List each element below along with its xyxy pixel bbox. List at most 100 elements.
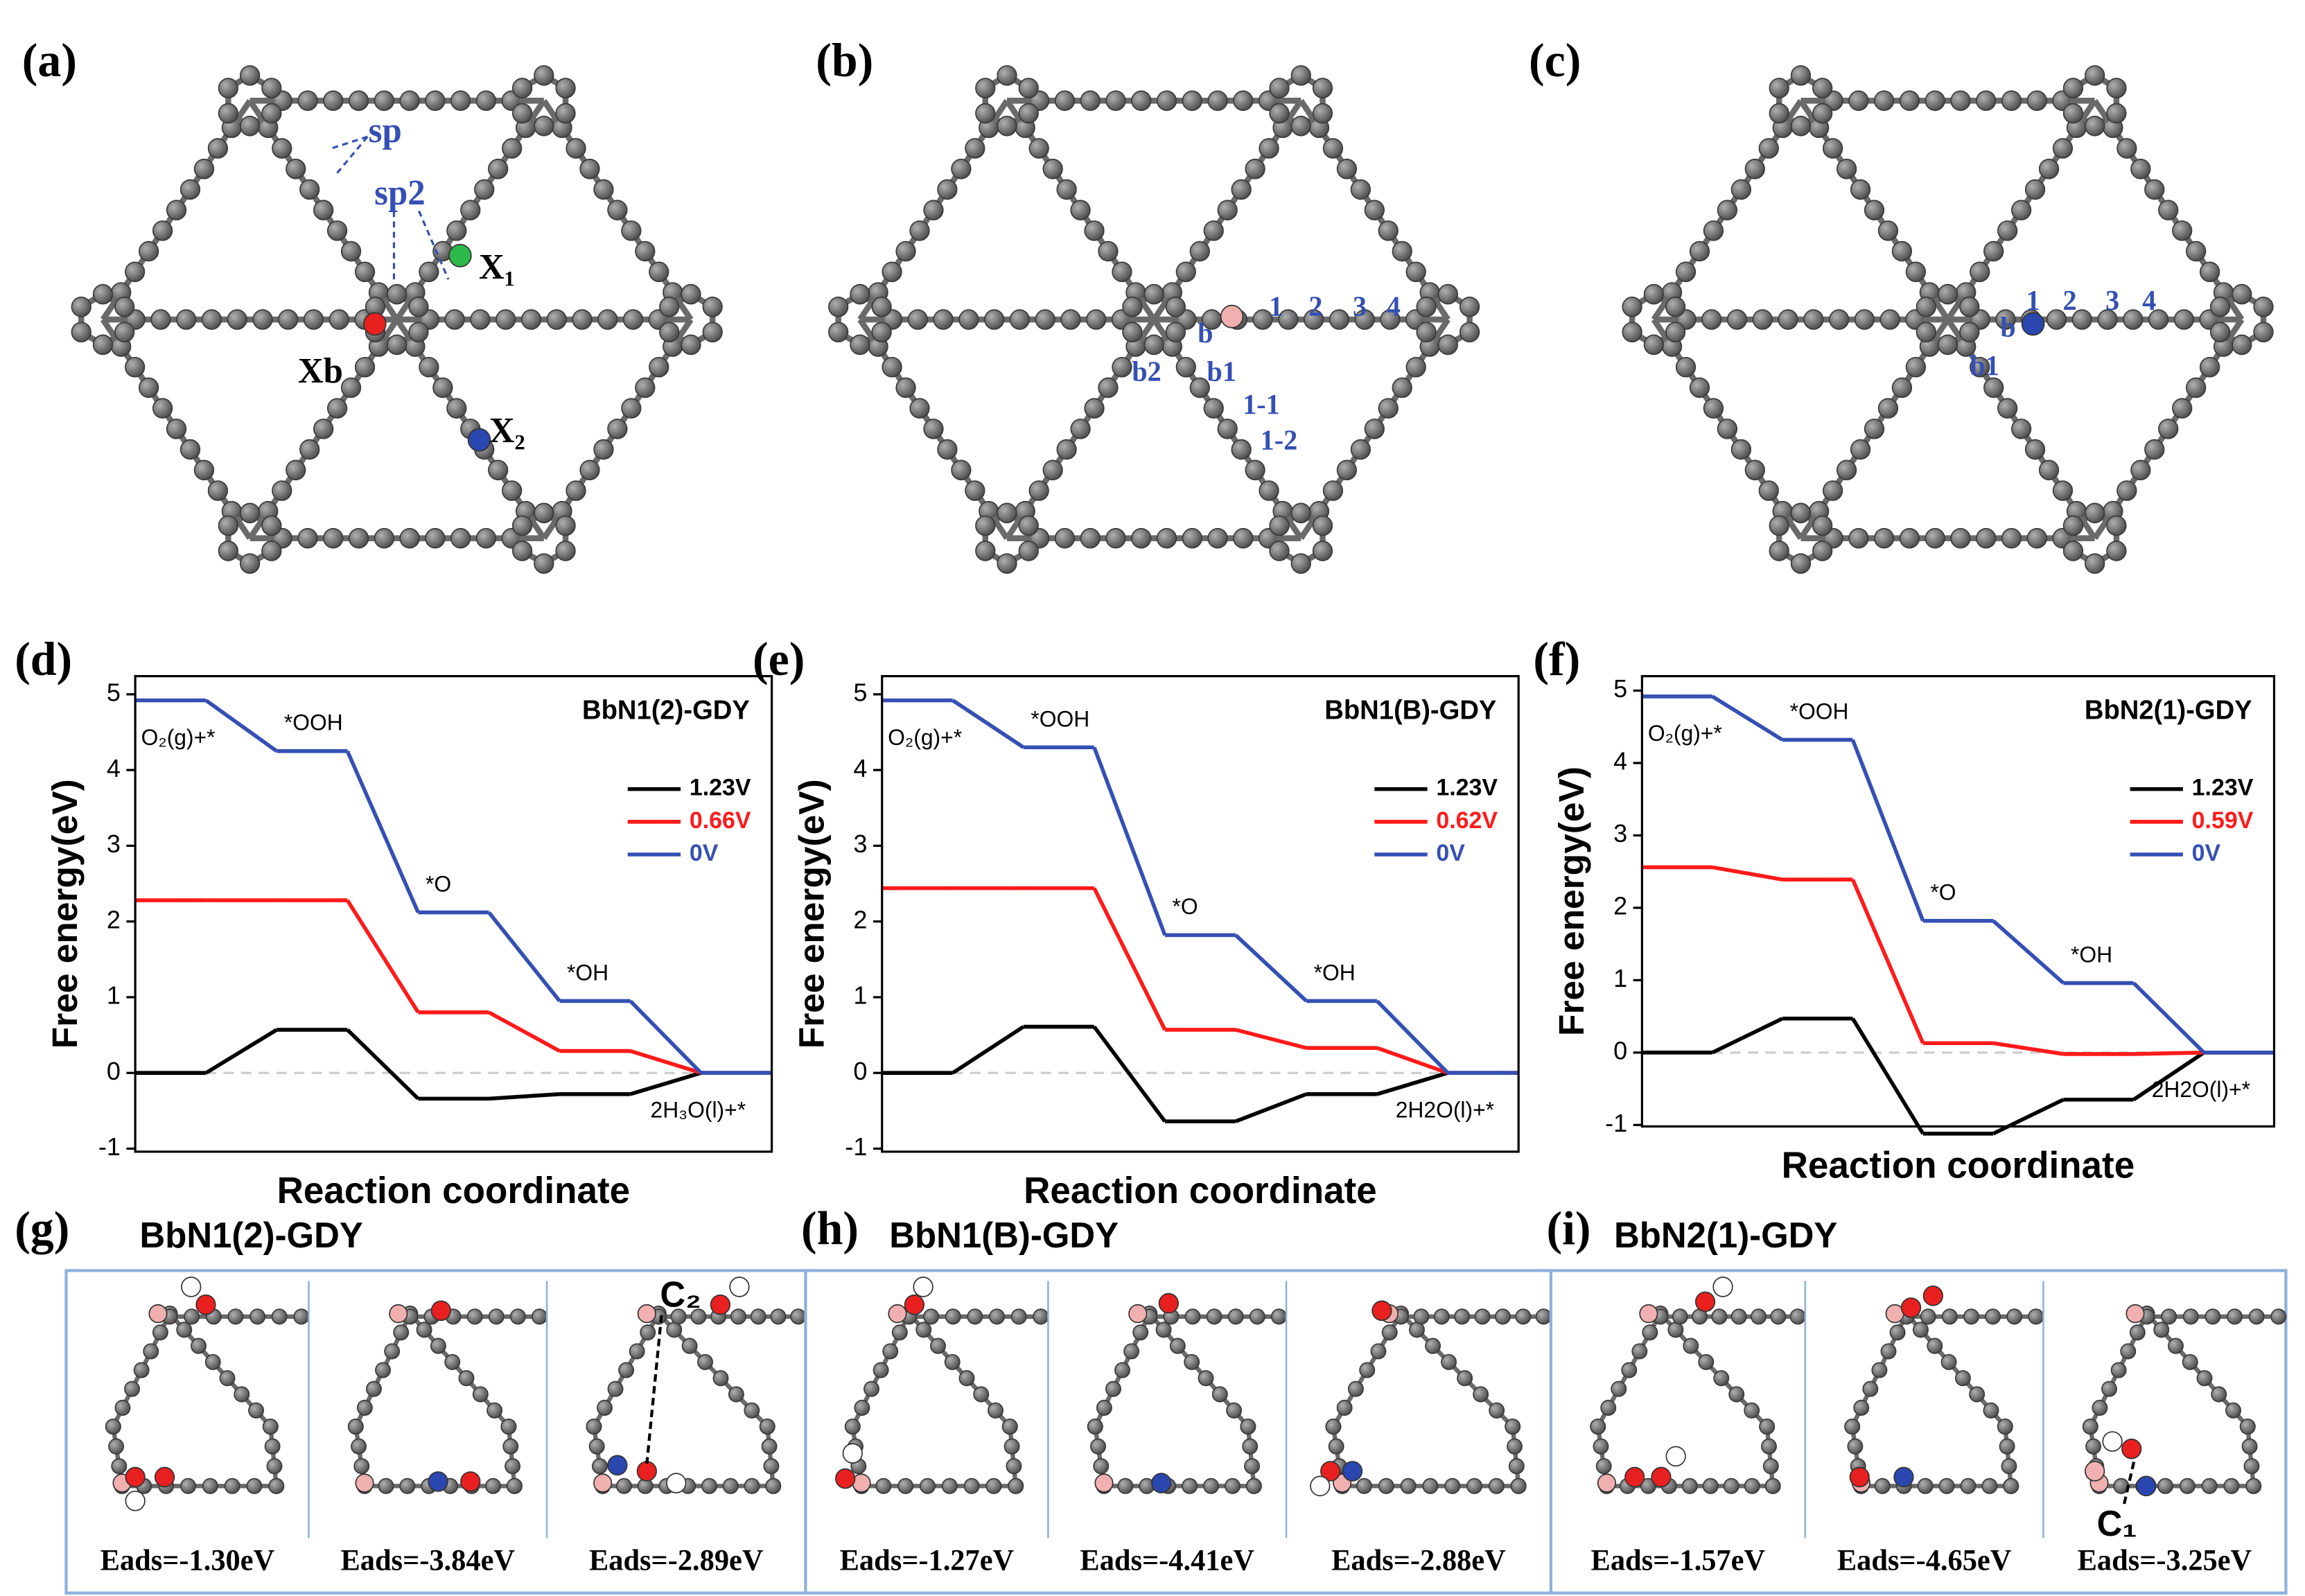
connector xyxy=(204,699,278,753)
atom xyxy=(607,1455,628,1476)
connector xyxy=(345,750,420,913)
atom xyxy=(930,1338,946,1354)
atom xyxy=(1303,309,1324,330)
atom xyxy=(1042,158,1063,179)
atom xyxy=(179,439,201,460)
atom xyxy=(2062,515,2084,536)
atom xyxy=(1009,309,1031,330)
atom xyxy=(534,553,554,574)
atom xyxy=(520,309,542,330)
chart-title: BbN2(1)-GDY xyxy=(2085,695,2252,725)
atom xyxy=(1018,541,1039,561)
atom xyxy=(500,1418,517,1435)
atom xyxy=(1018,103,1039,124)
atom xyxy=(1812,541,1833,561)
atom xyxy=(1515,1308,1532,1325)
atom xyxy=(505,1458,521,1475)
atom xyxy=(71,297,91,317)
atom xyxy=(744,1477,760,1494)
atom xyxy=(1322,480,1344,501)
atom xyxy=(1175,356,1196,378)
atom xyxy=(1600,1399,1617,1416)
y-tick-label: 4 xyxy=(853,754,867,782)
atom xyxy=(92,334,114,356)
atom xyxy=(2106,103,2127,124)
atom xyxy=(1312,78,1333,98)
y-tick-label: 5 xyxy=(853,678,867,706)
atom xyxy=(475,527,497,549)
atom xyxy=(496,309,516,330)
atom xyxy=(1184,1353,1200,1371)
atom xyxy=(2010,419,2032,439)
atom xyxy=(239,502,261,524)
atom xyxy=(340,377,362,398)
connector xyxy=(1234,1092,1307,1123)
atom xyxy=(1252,309,1273,330)
atom xyxy=(1593,1438,1609,1455)
atom xyxy=(1437,283,1458,305)
atom xyxy=(502,1438,519,1455)
atom xyxy=(278,309,299,330)
atom xyxy=(152,220,173,241)
connector xyxy=(1992,1098,2065,1136)
state-label: *OH xyxy=(1314,960,1356,985)
atom xyxy=(1665,1446,1686,1467)
site-label: 2 xyxy=(1308,290,1322,322)
atom xyxy=(1466,1477,1482,1494)
atom xyxy=(1312,515,1333,536)
atom xyxy=(1950,90,1971,112)
adsorption-energy: Eads=-1.27eV xyxy=(840,1544,1015,1577)
atom xyxy=(1789,1308,1806,1325)
atom xyxy=(1105,90,1126,112)
atom xyxy=(125,1490,146,1511)
y-tick-label: 3 xyxy=(107,830,121,858)
atom xyxy=(299,179,320,200)
atom xyxy=(2223,1477,2240,1494)
atom xyxy=(444,309,465,330)
atom xyxy=(586,1418,602,1435)
state-label: O₂(g)+* xyxy=(141,725,216,750)
atom xyxy=(2130,158,2151,179)
atom xyxy=(1131,527,1152,549)
atom xyxy=(1112,261,1132,283)
atom xyxy=(622,309,644,330)
atom xyxy=(488,459,509,481)
atom xyxy=(1151,1473,1172,1493)
y-tick-label: -1 xyxy=(98,1132,121,1161)
atom xyxy=(1226,1402,1243,1419)
atom xyxy=(2085,553,2105,574)
atom xyxy=(1080,90,1101,112)
leader-line xyxy=(645,1315,663,1464)
atom xyxy=(1310,1475,1331,1497)
atom xyxy=(1850,179,1871,200)
atom xyxy=(1970,356,1990,378)
panel-label: (b) xyxy=(816,34,873,87)
atom xyxy=(133,1362,150,1378)
atom xyxy=(138,240,159,262)
atom xyxy=(621,398,642,419)
atom xyxy=(615,1477,632,1494)
atom xyxy=(125,261,146,283)
atom xyxy=(502,138,523,159)
connector xyxy=(1851,1017,1925,1135)
site-label: 1-2 xyxy=(1261,424,1298,455)
atom xyxy=(2123,309,2144,330)
plot-frame xyxy=(881,675,1520,1153)
atom xyxy=(1848,90,1869,112)
atom xyxy=(1595,1458,1612,1475)
state-label: *OOH xyxy=(284,710,343,735)
atom xyxy=(2182,1353,2198,1371)
atom xyxy=(261,103,282,124)
atom xyxy=(387,334,407,356)
y-tick-label: 1 xyxy=(107,981,121,1009)
atom xyxy=(871,297,892,317)
atom xyxy=(1758,480,1779,501)
atom xyxy=(904,1294,925,1315)
atom xyxy=(419,356,439,378)
atom xyxy=(1701,309,1722,330)
atom xyxy=(649,356,669,378)
atom xyxy=(1112,356,1132,378)
atom xyxy=(2199,356,2220,378)
atom xyxy=(835,1468,856,1489)
atom xyxy=(1983,1402,1999,1419)
